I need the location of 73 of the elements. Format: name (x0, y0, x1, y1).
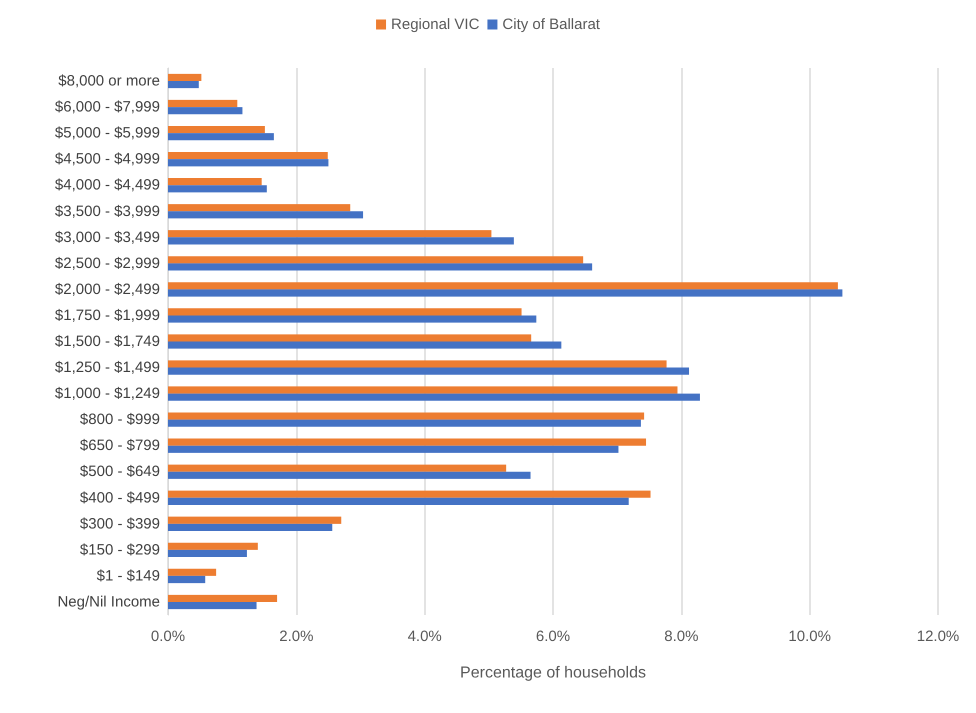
bar (168, 472, 531, 479)
y-tick-label: $500 - $649 (80, 463, 160, 480)
y-tick-label: Neg/Nil Income (57, 593, 160, 610)
y-tick-label: $150 - $299 (80, 541, 160, 558)
bar (168, 315, 536, 323)
bar (168, 490, 651, 498)
y-tick-label: $1,000 - $1,249 (54, 385, 160, 402)
bar (168, 152, 328, 160)
bar (168, 107, 242, 114)
x-tick-label: 0.0% (150, 628, 186, 645)
y-tick-label: $650 - $799 (80, 437, 160, 454)
bar (168, 211, 364, 218)
x-axis-title: Percentage of households (460, 664, 646, 682)
bar (168, 446, 618, 453)
bar (168, 516, 342, 524)
bar (168, 185, 267, 192)
bar (168, 360, 667, 368)
bar (168, 524, 332, 531)
bar (168, 230, 492, 238)
y-tick-label: $8,000 or more (58, 72, 160, 90)
y-tick-label: $2,000 - $2,499 (54, 280, 160, 298)
bar (168, 498, 629, 505)
y-tick-label: $4,000 - $4,499 (54, 176, 160, 194)
x-tick-label: 4.0% (408, 628, 442, 645)
bar (168, 237, 514, 244)
y-tick-label: $5,000 - $5,999 (54, 124, 160, 142)
bar (168, 282, 838, 290)
bar (168, 81, 199, 88)
bar (168, 256, 584, 264)
y-tick-label: $3,500 - $3,999 (54, 202, 160, 220)
bar (168, 420, 641, 427)
bar (168, 602, 257, 610)
y-tick-label: $1 - $149 (96, 567, 160, 584)
bar (168, 334, 532, 342)
y-tick-label: $4,500 - $4,999 (54, 150, 160, 168)
bar (168, 594, 278, 602)
y-tick-label: $1,750 - $1,999 (54, 306, 160, 324)
x-tick-label: 10.0% (788, 628, 831, 645)
bar (168, 342, 562, 349)
bar (168, 568, 216, 576)
bar (168, 464, 506, 472)
bar (168, 289, 842, 297)
y-tick-label: $300 - $399 (80, 515, 160, 532)
bar (168, 386, 678, 394)
bar (168, 576, 206, 584)
y-tick-label: $1,250 - $1,499 (54, 359, 160, 376)
bar (168, 178, 262, 186)
bar (168, 100, 238, 108)
x-tick-label: 12.0% (916, 628, 960, 645)
y-tick-label: $3,000 - $3,499 (54, 228, 160, 246)
bar (168, 159, 328, 166)
bar (168, 438, 646, 446)
y-tick-label: $400 - $499 (80, 489, 160, 506)
x-tick-label: 6.0% (536, 628, 570, 645)
bar (168, 133, 274, 140)
bar (168, 550, 247, 558)
y-tick-label: $6,000 - $7,999 (54, 98, 160, 116)
x-tick-label: 2.0% (279, 628, 314, 645)
bar (168, 308, 522, 316)
bar (168, 394, 700, 401)
bar (168, 263, 592, 271)
legend-label: City of Ballarat (502, 16, 601, 33)
y-tick-label: $800 - $999 (80, 411, 160, 428)
bar (168, 204, 350, 212)
bar (168, 412, 644, 420)
legend-label: Regional VIC (391, 16, 480, 33)
bar (168, 542, 258, 550)
bar (168, 74, 202, 82)
y-tick-label: $2,500 - $2,999 (54, 254, 160, 272)
bar (168, 368, 690, 375)
x-tick-label: 8.0% (664, 628, 698, 645)
bar (168, 126, 265, 134)
y-tick-label: $1,500 - $1,749 (54, 333, 160, 350)
